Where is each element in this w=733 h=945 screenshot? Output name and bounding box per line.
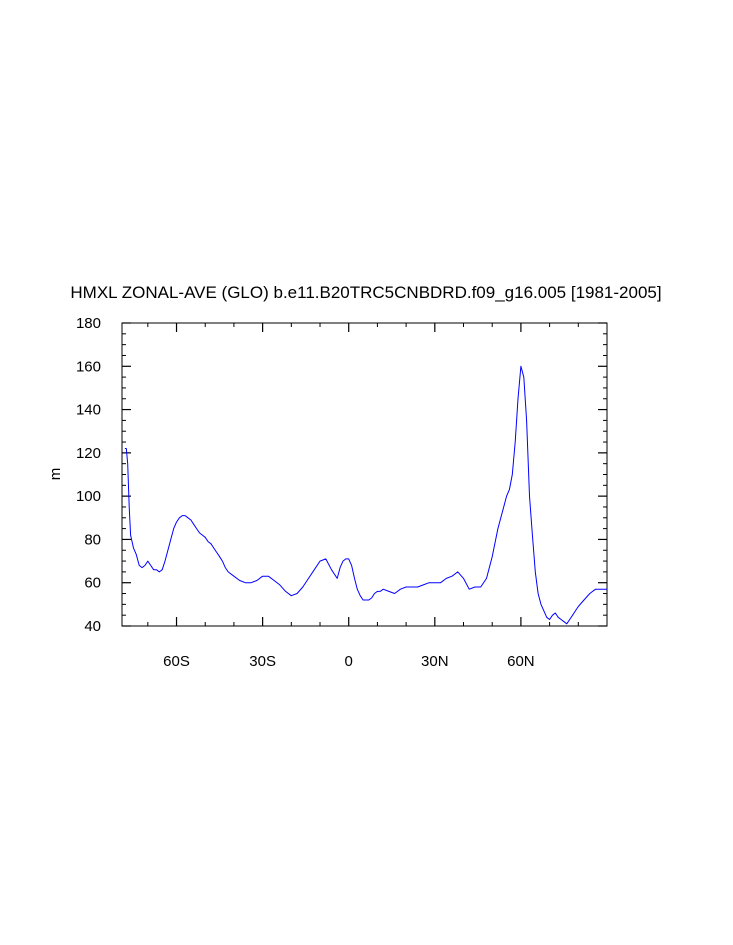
y-tick-label: 60 — [84, 575, 101, 592]
x-tick-label: 0 — [345, 653, 353, 670]
x-tick-label: 60S — [163, 653, 190, 670]
y-tick-label: 160 — [76, 358, 101, 375]
chart-title: HMXL ZONAL-AVE (GLO) b.e11.B20TRC5CNBDRD… — [70, 283, 661, 302]
plot-area: 60S 30S 0 30N 60N 40 60 80 100 120 140 160 180 — [76, 315, 608, 670]
y-tick-label: 80 — [84, 531, 101, 548]
y-tick-label: 140 — [76, 402, 101, 419]
y-axis-label: m — [47, 468, 64, 481]
y-tick-label: 180 — [76, 315, 101, 332]
y-tick-label: 120 — [76, 445, 101, 462]
plot-frame — [121, 322, 608, 627]
y-tick-label: 40 — [84, 618, 101, 635]
y-tick-label: 100 — [76, 488, 101, 505]
x-tick-label: 60N — [507, 653, 535, 670]
x-tick-label: 30N — [421, 653, 449, 670]
data-line-hmxl — [124, 365, 607, 625]
x-tick-label: 30S — [249, 653, 276, 670]
